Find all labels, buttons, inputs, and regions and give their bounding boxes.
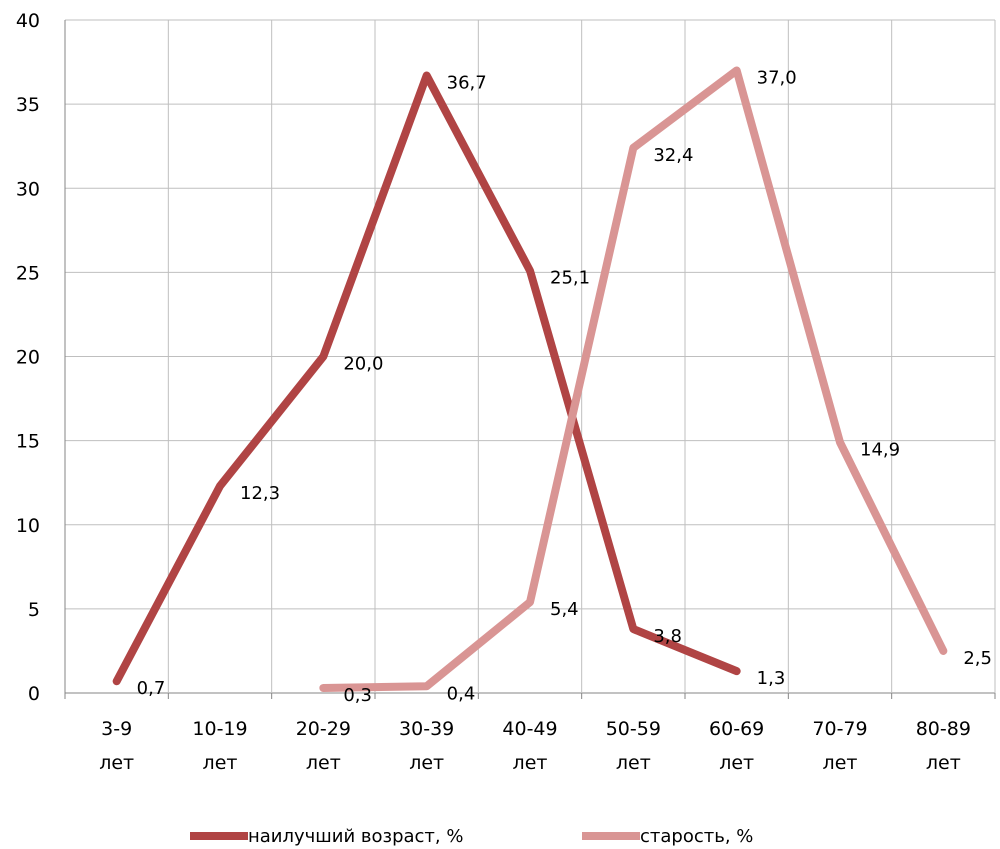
x-tick-label-4-0: 40-49 [502,718,557,740]
x-tick-label-0-0: 3-9 [101,718,132,740]
x-tick-label-1-0: 10-19 [192,718,247,740]
x-tick-label-8-1: лет [926,752,961,774]
x-tick-label-7-0: 70-79 [812,718,867,740]
x-tick-label-7-1: лет [823,752,858,774]
data-label-s0-5: 3,8 [653,626,682,647]
x-tick-label-3-0: 30-39 [399,718,454,740]
y-tick-label-4: 20 [16,347,40,369]
x-tick-label-3-1: лет [409,752,444,774]
data-label-s1-5: 32,4 [653,145,693,166]
y-tick-label-7: 35 [16,94,40,116]
data-labels: 0,7 12,3 20,0 36,7 25,1 3,8 1,3 0,3 0,4 5,4 32,4 37… [137,67,992,705]
data-label-s0-2: 20,0 [343,354,383,375]
data-label-s0-0: 0,7 [137,678,166,699]
x-tick-label-1-1: лет [203,752,238,774]
x-tick-label-2-0: 20-29 [296,718,351,740]
x-tick-label-8-0: 80-89 [916,718,971,740]
data-label-s1-2: 0,3 [343,685,372,706]
data-label-s1-7: 14,9 [860,439,900,460]
data-label-s0-4: 25,1 [550,268,590,289]
series-lines [112,66,948,692]
data-label-s1-4: 5,4 [550,599,579,620]
data-label-s1-8: 2,5 [963,648,992,669]
data-label-s1-3: 0,4 [447,683,476,704]
legend-label-1: старость, % [640,826,753,847]
x-tick-label-6-0: 60-69 [709,718,764,740]
data-label-s1-6: 37,0 [757,67,797,88]
x-tick-label-5-1: лет [616,752,651,774]
x-tick-label-5-0: 50-59 [606,718,661,740]
y-tick-label-6: 30 [16,178,40,200]
series-line-1 [319,66,948,692]
y-tick-label-2: 10 [16,515,40,537]
y-tick-label-8: 40 [16,10,40,32]
data-label-s0-6: 1,3 [757,668,786,689]
x-tick-label-6-1: лет [719,752,754,774]
x-tick-label-2-1: лет [306,752,341,774]
legend-label-0: наилучший возраст, % [248,826,463,847]
legend: наилучший возраст, % старость, % [190,826,753,847]
y-tick-label-5: 25 [16,262,40,284]
y-axis-ticks: 0 5 10 15 20 25 30 35 40 [16,10,40,705]
x-tick-label-0-1: лет [99,752,134,774]
series-line-0 [112,71,741,686]
x-tick-label-4-1: лет [513,752,548,774]
data-label-s0-1: 12,3 [240,483,280,504]
y-tick-label-0: 0 [28,683,40,705]
y-tick-label-1: 5 [28,599,40,621]
y-tick-label-3: 15 [16,431,40,453]
x-axis-ticks: 3-9 лет 10-19 лет 20-29 лет 30-39 лет 40-49 лет 50… [99,718,971,774]
data-label-s0-3: 36,7 [447,73,487,94]
